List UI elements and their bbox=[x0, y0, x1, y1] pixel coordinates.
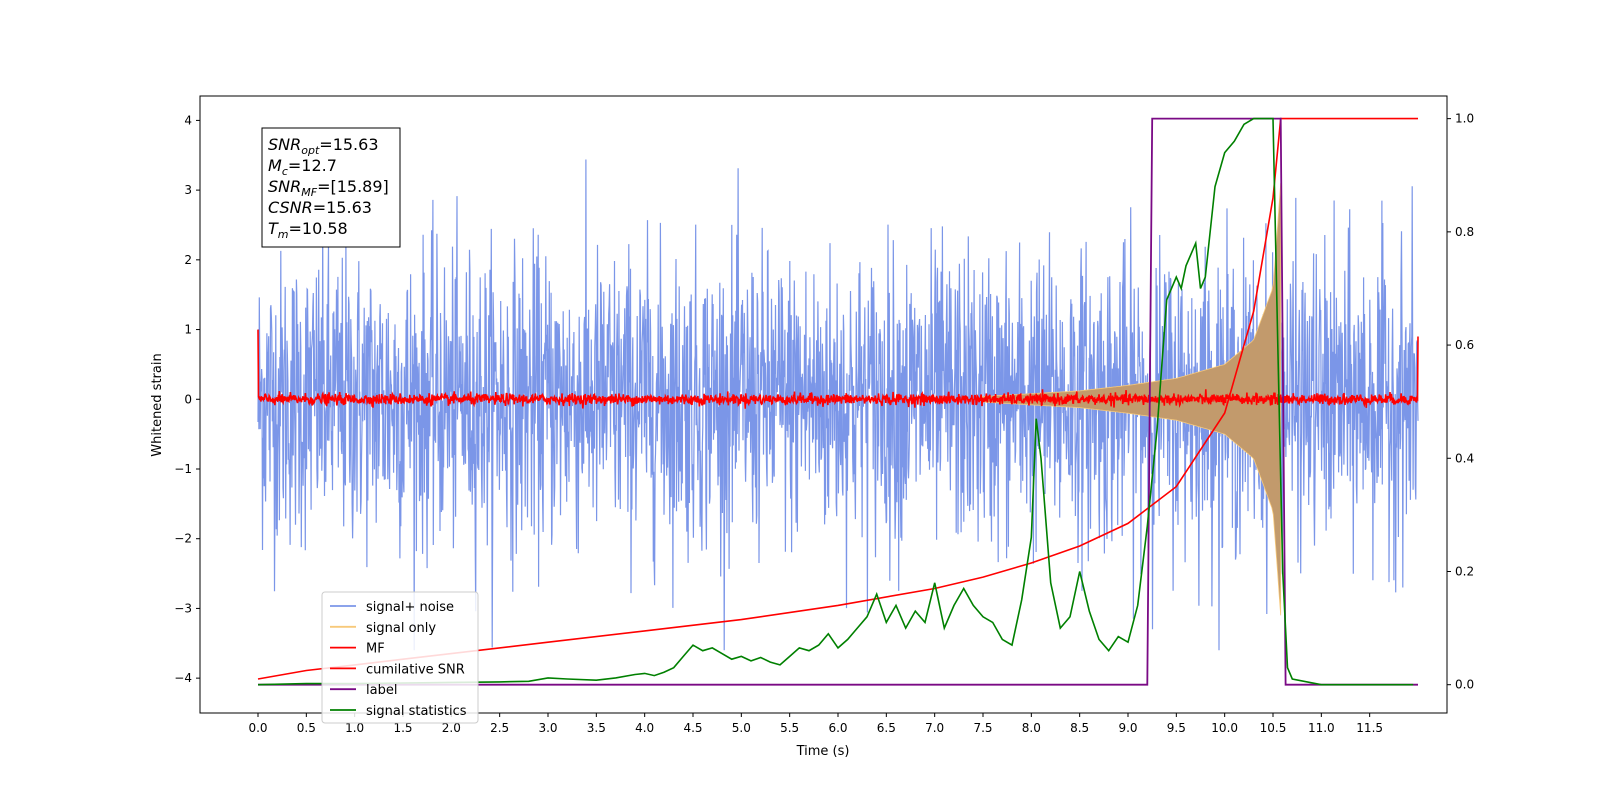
y-tick-label: −4 bbox=[174, 671, 192, 685]
legend-label: MF bbox=[366, 642, 385, 657]
x-tick-label: 11.5 bbox=[1356, 721, 1383, 735]
y2-tick-label: 0.8 bbox=[1455, 225, 1474, 239]
x-tick-label: 1.5 bbox=[393, 721, 412, 735]
x-tick-label: 1.0 bbox=[345, 721, 364, 735]
x-tick-label: 9.0 bbox=[1118, 721, 1137, 735]
x-tick-label: 9.5 bbox=[1167, 721, 1186, 735]
y-tick-label: 4 bbox=[184, 113, 192, 127]
x-tick-label: 4.5 bbox=[683, 721, 702, 735]
x-tick-label: 10.0 bbox=[1211, 721, 1238, 735]
x-tick-label: 10.5 bbox=[1260, 721, 1287, 735]
x-tick-label: 3.5 bbox=[587, 721, 606, 735]
legend-frame bbox=[321, 591, 479, 724]
y2-tick-label: 0.6 bbox=[1455, 338, 1474, 352]
annotation-line: Tm=10.58 bbox=[268, 219, 348, 241]
y-tick-label: 3 bbox=[184, 183, 192, 197]
y-tick-label: 1 bbox=[184, 323, 192, 337]
annotation-box: SNRopt=15.63Mc=12.7SNRMF=[15.89]CSNR=15.… bbox=[261, 127, 401, 248]
annotation-line: SNRMF=[15.89] bbox=[268, 177, 389, 199]
x-tick-label: 7.0 bbox=[925, 721, 944, 735]
legend: signal+ noise signal only MF cumilative SNR… bbox=[321, 591, 479, 724]
y-axis-label: Whitened strain bbox=[150, 353, 165, 456]
x-tick-label: 8.5 bbox=[1070, 721, 1089, 735]
legend-label: signal only bbox=[366, 621, 436, 636]
x-tick-label: 4.0 bbox=[635, 721, 654, 735]
x-tick-label: 5.5 bbox=[780, 721, 799, 735]
y-tick-label: −3 bbox=[174, 601, 192, 615]
y2-tick-label: 1.0 bbox=[1455, 112, 1474, 126]
annotation-line: Mc=12.7 bbox=[268, 156, 337, 178]
x-tick-label: 0.0 bbox=[248, 721, 267, 735]
x-tick-label: 6.5 bbox=[877, 721, 896, 735]
legend-label: cumilative SNR bbox=[366, 662, 465, 677]
legend-label: signal+ noise bbox=[366, 600, 454, 615]
x-tick-label: 11.0 bbox=[1308, 721, 1335, 735]
x-tick-label: 2.0 bbox=[442, 721, 461, 735]
y2-tick-label: 0.2 bbox=[1455, 564, 1474, 578]
legend-label: signal statistics bbox=[366, 704, 467, 719]
x-tick-label: 0.5 bbox=[297, 721, 316, 735]
annotation-line: SNRopt=15.63 bbox=[268, 135, 379, 157]
x-tick-label: 2.5 bbox=[490, 721, 509, 735]
x-tick-label: 6.0 bbox=[828, 721, 847, 735]
series-mf-line bbox=[257, 329, 1419, 409]
annotation-line: CSNR=15.63 bbox=[268, 198, 372, 217]
ticks: 0.0 0.5 1.0 1.5 2.0 2.5 3.0 3.5 4.0 4.5 5.0 5.5 6.0 6… bbox=[174, 112, 1474, 735]
axes-frame bbox=[199, 95, 1448, 714]
legend-label: label bbox=[366, 683, 397, 698]
y-tick-label: −2 bbox=[174, 532, 192, 546]
x-tick-label: 3.0 bbox=[538, 721, 557, 735]
y2-tick-label: 0.4 bbox=[1455, 451, 1474, 465]
y2-tick-label: 0.0 bbox=[1455, 678, 1474, 692]
x-axis-label: Time (s) bbox=[796, 744, 850, 759]
series-label-line bbox=[258, 117, 1418, 686]
series-signal-statistics-line bbox=[257, 117, 1414, 686]
x-tick-label: 7.5 bbox=[973, 721, 992, 735]
y-tick-label: 2 bbox=[184, 253, 192, 267]
x-tick-label: 8.0 bbox=[1022, 721, 1041, 735]
x-tick-label: 5.0 bbox=[732, 721, 751, 735]
y-tick-label: 0 bbox=[184, 392, 192, 406]
annotation-frame bbox=[261, 127, 401, 248]
y-tick-label: −1 bbox=[174, 462, 192, 476]
